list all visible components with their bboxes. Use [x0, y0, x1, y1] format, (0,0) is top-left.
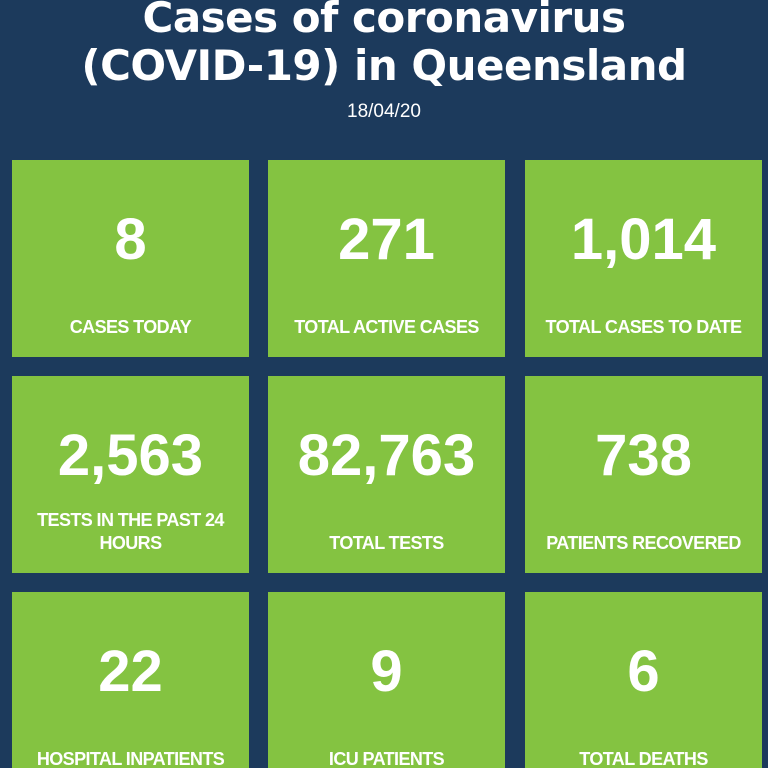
- date: 18/04/20: [347, 101, 421, 122]
- title-line: (COVID-19) in Queensland: [81, 41, 687, 90]
- stat-tile: 6 TOTAL DEATHS: [525, 592, 762, 768]
- stat-tile: 22 HOSPITAL INPATIENTS: [12, 592, 249, 768]
- stat-value: 271: [338, 207, 435, 272]
- stat-label: TOTAL TESTS: [329, 533, 444, 553]
- stat-tile: 2,563 TESTS IN THE PAST 24 HOURS: [12, 376, 249, 573]
- stat-value: 738: [595, 423, 692, 488]
- stat-tile: 82,763 TOTAL TESTS: [268, 376, 505, 573]
- stat-label: TOTAL DEATHS: [579, 749, 708, 768]
- stat-tile: 1,014 TOTAL CASES TO DATE: [525, 160, 762, 357]
- stat-label: ICU PATIENTS: [328, 749, 445, 768]
- stat-value: 1,014: [570, 207, 717, 272]
- stat-label: TESTS IN THE PAST 24 HOURS: [37, 510, 224, 553]
- title-line: Cases of coronavirus: [142, 0, 626, 42]
- stat-tile: 738 PATIENTS RECOVERED: [525, 376, 762, 573]
- stat-label: TOTAL CASES TO DATE: [545, 317, 743, 337]
- stat-label: HOSPITAL INPATIENTS: [36, 749, 225, 768]
- stat-label: CASES TODAY: [69, 317, 192, 337]
- stat-value: 9: [370, 639, 403, 704]
- stat-value: 6: [627, 639, 660, 704]
- stat-label: PATIENTS RECOVERED: [546, 533, 741, 553]
- stat-tile: 9 ICU PATIENTS: [268, 592, 505, 768]
- stat-value: 22: [98, 639, 163, 704]
- stat-value: 8: [114, 207, 147, 272]
- stat-label: TOTAL ACTIVE CASES: [294, 317, 479, 337]
- stat-value: 82,763: [297, 423, 476, 488]
- stat-tile: 271 TOTAL ACTIVE CASES: [268, 160, 505, 357]
- stat-value: 2,563: [57, 423, 204, 488]
- stat-tile: 8 CASES TODAY: [12, 160, 249, 357]
